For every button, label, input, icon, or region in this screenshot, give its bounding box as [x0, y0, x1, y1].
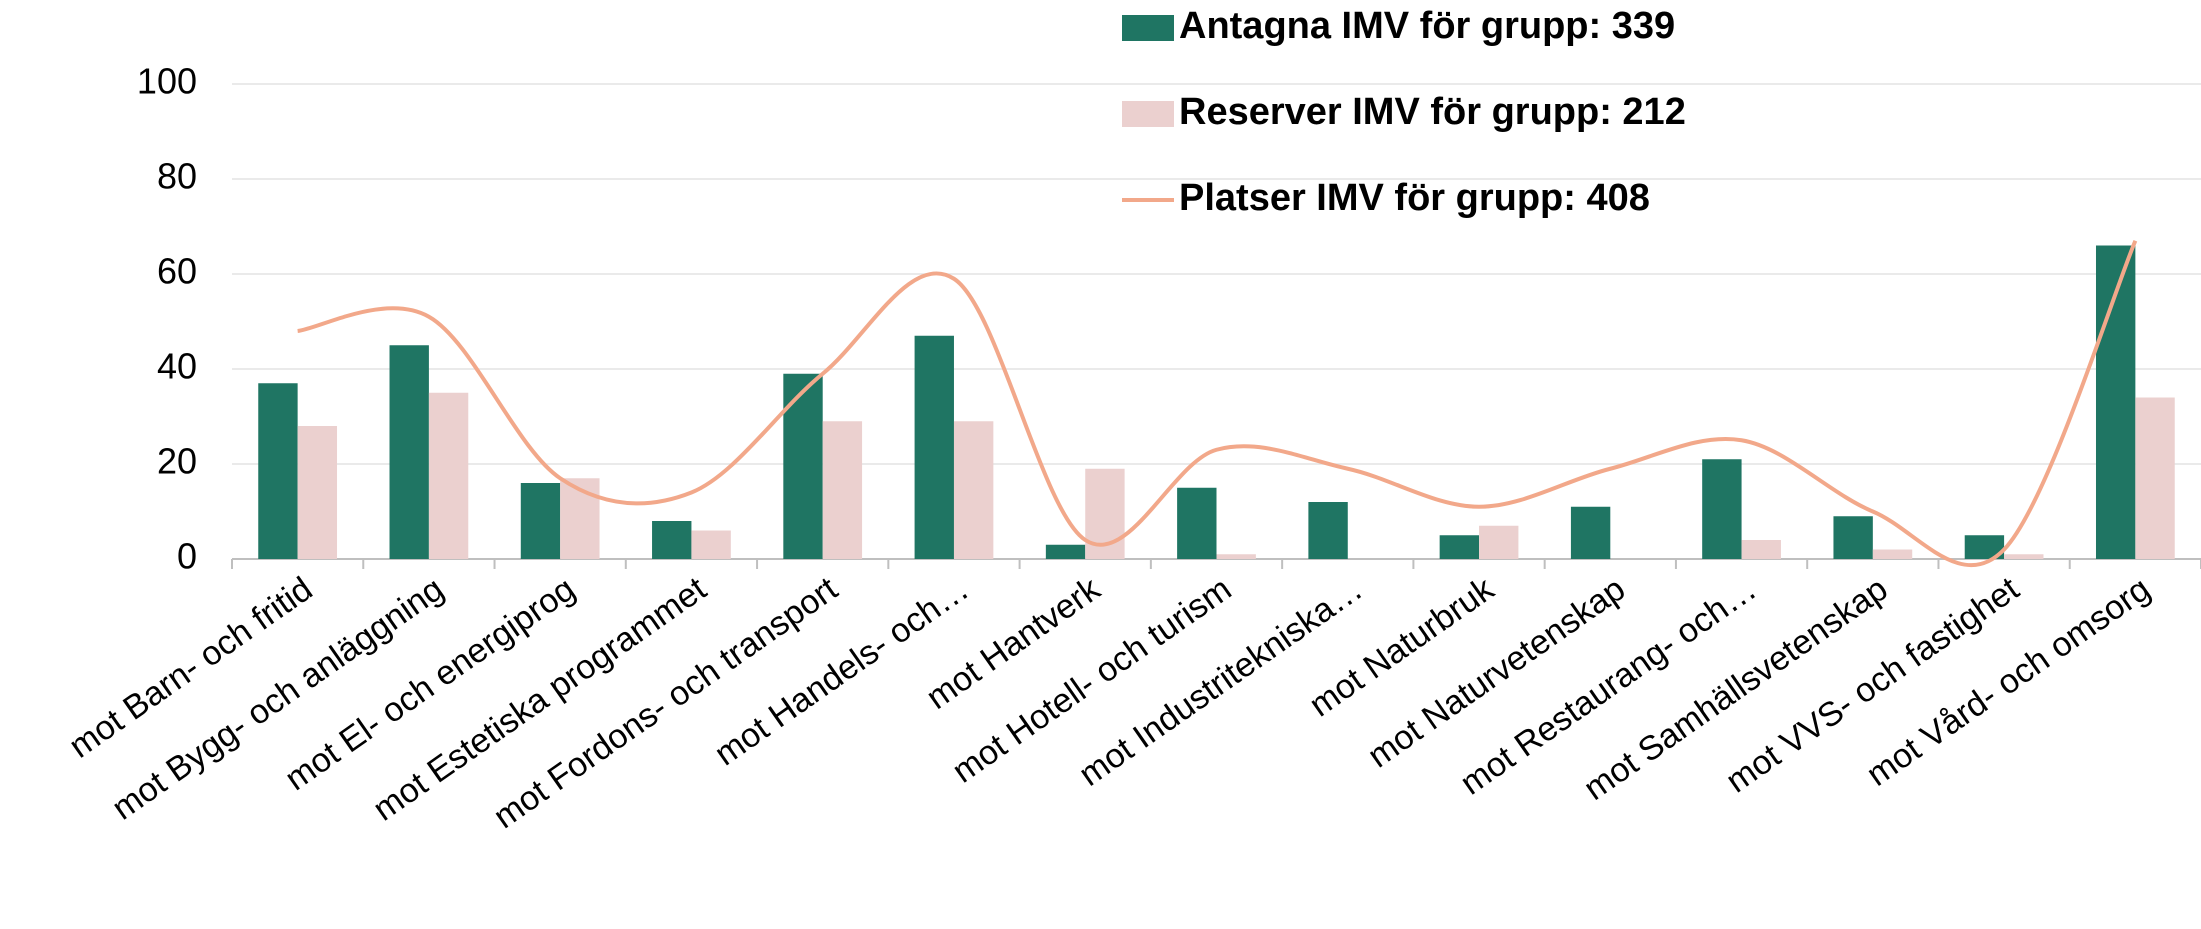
bar	[1741, 540, 1781, 559]
bar	[1964, 535, 2005, 559]
bar	[428, 392, 469, 559]
bar	[1216, 554, 1256, 559]
bar	[783, 373, 823, 559]
bar	[2135, 397, 2175, 559]
line	[297, 239, 2138, 567]
legend-swatch	[1122, 15, 1174, 41]
bar	[1570, 506, 1611, 559]
y-tick-label: 40	[157, 346, 197, 387]
bar	[652, 521, 692, 559]
bar	[1872, 549, 1913, 559]
legend-label: Reserver IMV för grupp: 212	[1179, 91, 1686, 133]
bar	[258, 383, 298, 559]
legend-swatch	[1122, 101, 1174, 127]
y-tick-label: 80	[157, 156, 197, 197]
bar	[297, 426, 338, 559]
bar	[1308, 502, 1348, 559]
bar	[1833, 516, 1873, 559]
bar	[389, 345, 429, 559]
bar	[822, 421, 863, 559]
legend-label: Platser IMV för grupp: 408	[1179, 177, 1650, 219]
y-tick-label: 20	[157, 441, 197, 482]
bar	[1439, 535, 1480, 559]
bar	[1045, 544, 1086, 559]
bar	[1177, 487, 1217, 559]
legend-label: Antagna IMV för grupp: 339	[1179, 5, 1675, 47]
bar	[1479, 525, 1519, 559]
bar	[520, 483, 561, 559]
bar	[691, 530, 731, 559]
y-tick-label: 100	[137, 61, 197, 102]
y-tick-label: 0	[177, 536, 197, 577]
bar	[953, 421, 994, 559]
y-tick-label: 60	[157, 251, 197, 292]
bar	[1702, 459, 1742, 559]
bar	[914, 335, 954, 559]
bar	[2004, 554, 2044, 559]
